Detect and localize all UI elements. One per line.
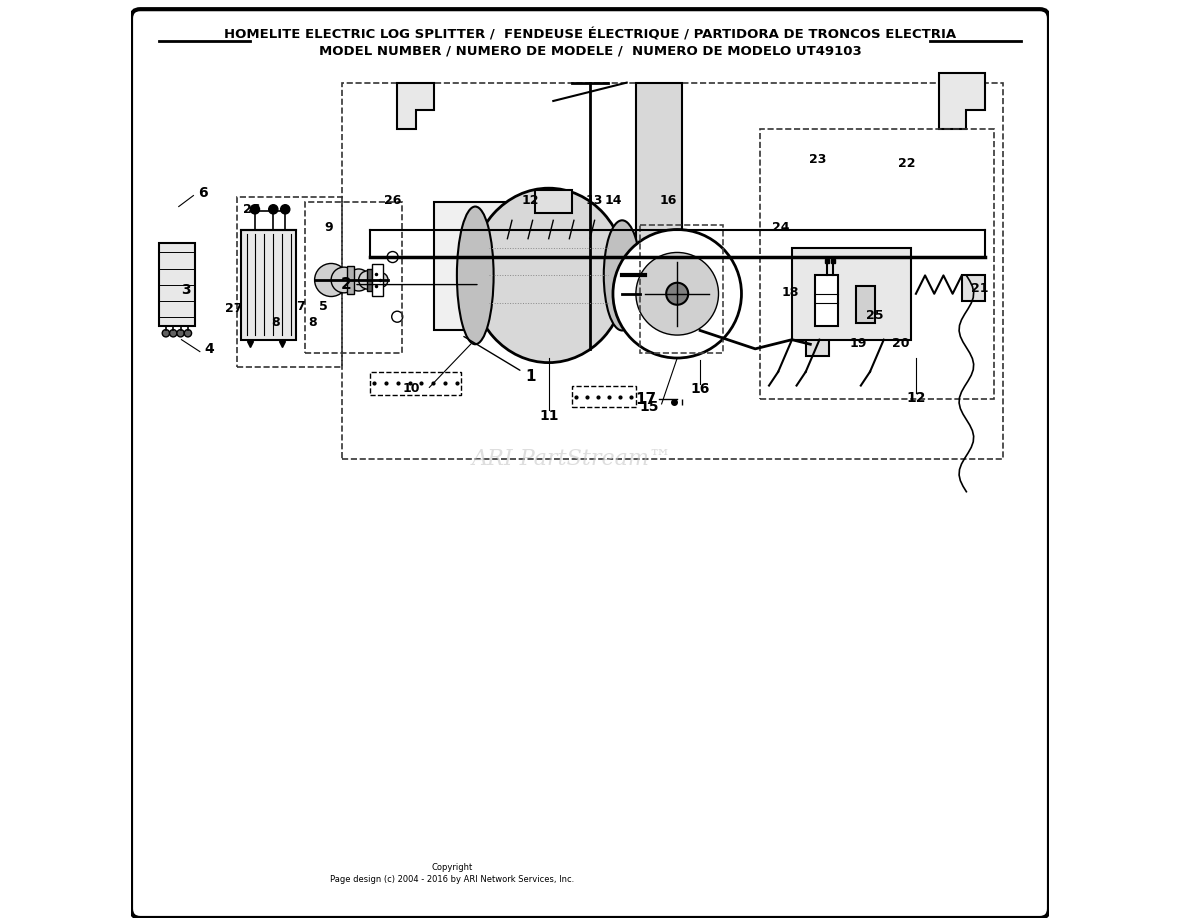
Text: 17: 17 (635, 392, 656, 407)
Bar (158, 243, 195, 326)
Circle shape (636, 252, 719, 335)
Text: 13: 13 (586, 194, 603, 207)
Text: Page design (c) 2004 - 2016 by ARI Network Services, Inc.: Page design (c) 2004 - 2016 by ARI Netwo… (330, 875, 575, 884)
Bar (369, 372, 461, 395)
Bar (373, 264, 384, 296)
Text: 12: 12 (906, 391, 925, 405)
Text: 26: 26 (243, 203, 261, 216)
Text: 21: 21 (971, 282, 989, 295)
Bar (367, 269, 373, 291)
Text: 20: 20 (892, 337, 909, 350)
Circle shape (373, 273, 388, 287)
Circle shape (177, 330, 184, 337)
Bar (347, 266, 354, 294)
Bar (815, 275, 838, 326)
Text: 19: 19 (850, 337, 867, 350)
Circle shape (184, 330, 191, 337)
Bar (806, 333, 828, 356)
Text: 26: 26 (384, 194, 401, 207)
Text: 4: 4 (204, 342, 214, 356)
Text: 2: 2 (341, 277, 477, 292)
Text: 8: 8 (271, 316, 281, 329)
Text: 1: 1 (464, 337, 536, 384)
Text: 27: 27 (224, 302, 242, 315)
Polygon shape (636, 83, 682, 266)
Bar (241, 230, 296, 340)
Bar (535, 190, 571, 213)
Polygon shape (398, 83, 434, 129)
FancyBboxPatch shape (131, 9, 1049, 918)
Circle shape (392, 311, 402, 322)
Bar (571, 386, 636, 407)
Text: 24: 24 (772, 221, 789, 234)
Circle shape (348, 269, 369, 291)
Ellipse shape (471, 188, 627, 363)
Circle shape (359, 271, 378, 289)
Circle shape (612, 230, 741, 358)
Text: 7: 7 (296, 300, 306, 313)
Bar (857, 286, 874, 323)
Ellipse shape (546, 269, 560, 292)
Text: MODEL NUMBER / NUMERO DE MODELE /  NUMERO DE MODELO UT49103: MODEL NUMBER / NUMERO DE MODELE / NUMERO… (319, 45, 861, 58)
Circle shape (281, 205, 290, 214)
Circle shape (250, 205, 260, 214)
Text: 5: 5 (320, 300, 328, 313)
Text: 18: 18 (781, 285, 799, 298)
Ellipse shape (457, 207, 493, 344)
Circle shape (387, 252, 398, 263)
Text: 9: 9 (324, 221, 333, 234)
Ellipse shape (604, 220, 641, 330)
Text: ARI PartStream™: ARI PartStream™ (472, 448, 671, 470)
Text: 11: 11 (539, 409, 558, 422)
Text: 16: 16 (660, 194, 676, 207)
Circle shape (269, 205, 277, 214)
Circle shape (332, 267, 356, 293)
Bar (792, 248, 911, 340)
Text: 12: 12 (522, 194, 539, 207)
Text: 15: 15 (640, 400, 660, 414)
Text: 3: 3 (181, 283, 191, 297)
Ellipse shape (527, 269, 542, 292)
Bar (434, 202, 507, 330)
Circle shape (667, 283, 688, 305)
Text: 22: 22 (898, 157, 916, 170)
Text: 8: 8 (308, 316, 317, 329)
Text: 6: 6 (198, 186, 208, 200)
Circle shape (162, 330, 170, 337)
Text: 10: 10 (402, 382, 420, 395)
Text: 14: 14 (604, 194, 622, 207)
Polygon shape (939, 73, 985, 129)
Circle shape (315, 263, 348, 297)
Text: 25: 25 (866, 309, 884, 322)
Text: 16: 16 (690, 382, 710, 396)
Text: HOMELITE ELECTRIC LOG SPLITTER /  FENDEUSE ÉLECTRIQUE / PARTIDORA DE TRONCOS ELE: HOMELITE ELECTRIC LOG SPLITTER / FENDEUS… (224, 28, 956, 41)
Bar (962, 275, 985, 301)
Circle shape (170, 330, 177, 337)
Text: Copyright: Copyright (432, 863, 473, 872)
Text: 23: 23 (809, 153, 826, 166)
